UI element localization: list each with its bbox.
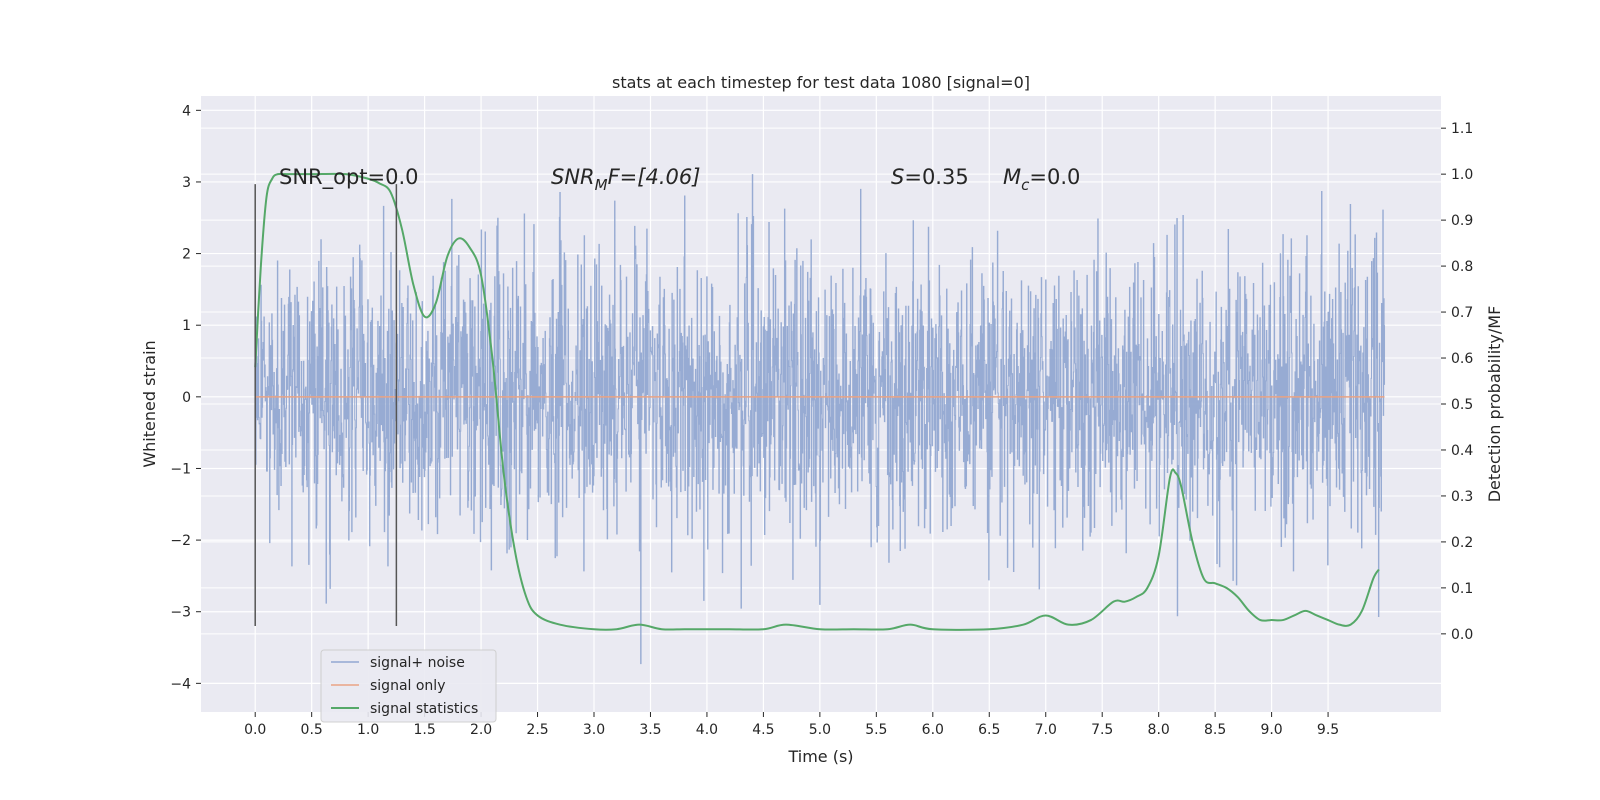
right-axis-ticks: 0.0 0.1 0.2 0.3 0.4 0.5 0.6 0.7 0.8 0.9 1.0 1.1 xyxy=(1441,121,1473,643)
x-tick-label-14: 7.0 xyxy=(1035,722,1057,738)
legend-label-signal-statistics: signal statistics xyxy=(370,701,478,717)
x-tick-label-3: 1.5 xyxy=(413,722,435,738)
legend: signal+ noise signal only signal statist… xyxy=(320,649,497,723)
annotation-snr-mf: SNRMF=[4.06] xyxy=(551,165,700,194)
x-tick-label-15: 7.5 xyxy=(1091,722,1113,738)
y2-tick-label-6: 0.6 xyxy=(1451,351,1473,367)
y2-tick-label-2: 0.2 xyxy=(1451,535,1473,551)
x-tick-label-18: 9.0 xyxy=(1260,722,1282,738)
x-tick-label-1: 0.5 xyxy=(301,722,323,738)
annotation-snr-mf-sub: M xyxy=(595,176,608,194)
y2-tick-label-11: 1.1 xyxy=(1451,121,1473,137)
x-tick-label-19: 9.5 xyxy=(1317,722,1339,738)
x-tick-label-12: 6.0 xyxy=(922,722,944,738)
y2-tick-label-3: 0.3 xyxy=(1451,489,1473,505)
y2-tick-label-10: 1.0 xyxy=(1451,167,1473,183)
annotation-s-rest: =0.35 xyxy=(904,165,968,189)
y-tick-label-7: 3 xyxy=(182,175,191,191)
chart-title: stats at each timestep for test data 108… xyxy=(612,73,1030,92)
y2-tick-label-1: 0.1 xyxy=(1451,581,1473,597)
annotation-mc-rest: =0.0 xyxy=(1029,165,1080,189)
x-axis-ticks: 0.0 0.5 1.0 1.5 2.0 2.5 3.0 3.5 4.0 4.5 5.0 5.5 6.0 6… xyxy=(244,712,1339,738)
y2-axis-label: Detection probability/MF xyxy=(1485,306,1504,503)
x-axis-label: Time (s) xyxy=(787,747,853,766)
annotation-mc-main: M xyxy=(1003,165,1021,189)
legend-label-signal-noise: signal+ noise xyxy=(370,655,465,671)
series-signal-statistics xyxy=(254,172,1380,631)
y-axis-ticks: −4 −3 −2 −1 0 1 2 3 4 xyxy=(170,103,201,692)
annotation-mc: Mc=0.0 xyxy=(1003,165,1080,194)
y-tick-label-8: 4 xyxy=(182,103,191,119)
y-tick-label-5: 1 xyxy=(182,318,191,334)
x-tick-label-10: 5.0 xyxy=(809,722,831,738)
y2-tick-label-8: 0.8 xyxy=(1451,259,1473,275)
x-tick-label-11: 5.5 xyxy=(865,722,887,738)
x-tick-label-5: 2.5 xyxy=(526,722,548,738)
y2-tick-label-9: 0.9 xyxy=(1451,213,1473,229)
x-tick-label-2: 1.0 xyxy=(357,722,379,738)
x-tick-label-9: 4.5 xyxy=(752,722,774,738)
y-tick-label-3: −1 xyxy=(170,461,191,477)
y-tick-label-4: 0 xyxy=(182,390,191,406)
y-tick-label-1: −3 xyxy=(170,605,191,621)
x-tick-label-4: 2.0 xyxy=(470,722,492,738)
y-tick-label-6: 2 xyxy=(182,247,191,263)
legend-label-signal-only: signal only xyxy=(370,678,445,694)
legend-box xyxy=(320,649,497,723)
y2-tick-label-7: 0.7 xyxy=(1451,305,1473,321)
annotation-snr-mf-main: SNR xyxy=(551,165,595,189)
y2-tick-label-0: 0.0 xyxy=(1451,627,1473,643)
vertical-markers xyxy=(254,184,398,627)
x-tick-label-0: 0.0 xyxy=(244,722,266,738)
annotation-s-main: S xyxy=(891,165,904,189)
x-tick-label-8: 4.0 xyxy=(696,722,718,738)
x-tick-label-7: 3.5 xyxy=(639,722,661,738)
y2-tick-label-5: 0.5 xyxy=(1451,397,1473,413)
x-tick-label-17: 8.5 xyxy=(1204,722,1226,738)
y-tick-label-2: −2 xyxy=(170,533,191,549)
annotation-snr-opt: SNR_opt=0.0 xyxy=(279,165,419,190)
series-signal-noise xyxy=(254,174,1386,665)
y-tick-label-0: −4 xyxy=(170,676,191,692)
x-tick-label-6: 3.0 xyxy=(583,722,605,738)
x-tick-label-16: 8.0 xyxy=(1148,722,1170,738)
annotation-s: S=0.35 xyxy=(891,165,969,189)
y-axis-label: Whitened strain xyxy=(140,340,159,467)
annotation-mc-sub: c xyxy=(1021,176,1030,194)
annotation-snr-mf-rest: F=[4.06] xyxy=(608,165,701,189)
x-tick-label-13: 6.5 xyxy=(978,722,1000,738)
y2-tick-label-4: 0.4 xyxy=(1451,443,1473,459)
